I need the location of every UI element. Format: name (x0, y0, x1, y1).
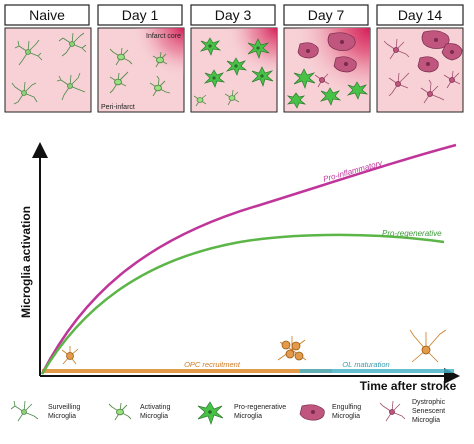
opc-recruitment-bar (42, 369, 332, 373)
pro-inflammatory-label: Pro-inflammatory (322, 158, 384, 184)
infarct-core-label: Infarct core (146, 33, 181, 40)
surveilling-microglia-icon (10, 400, 39, 422)
opc-cell-single (61, 346, 79, 365)
panel-naive (4, 27, 92, 113)
stage-tab-day3: Day 3 (190, 4, 276, 26)
pro-regenerative-microglia-cluster (199, 37, 274, 88)
engulfing-microglia-cluster (297, 32, 357, 73)
legend: Surveilling Microglia Activating Microgl… (10, 399, 446, 426)
ol-maturation-bar (300, 369, 454, 373)
panel-day3 (190, 27, 278, 113)
dystrophic-microglia-cluster (383, 38, 461, 104)
stage-tab-day14: Day 14 (376, 4, 464, 26)
stage-tab-day7: Day 7 (283, 4, 369, 26)
stage-label-naive: Naive (29, 7, 65, 23)
stage-label-day3: Day 3 (215, 7, 252, 23)
pro-regenerative-label: Pro-regenerative (382, 229, 442, 238)
activating-microglia-icon (108, 402, 132, 421)
pro-regenerative-curve (40, 233, 445, 375)
x-axis-label: Time after stroke (360, 379, 457, 393)
engulfing-microglia-day14 (417, 30, 463, 73)
stage-tab-day1: Day 1 (97, 4, 183, 26)
legend-surveilling-line1: Surveilling (48, 404, 80, 411)
legend-pro-regenerative-line2: Microglia (234, 413, 262, 420)
dystrophic-microglia-day7 (314, 73, 330, 88)
stage-tabs: Naive Day 1 Day 3 Day 7 Day 14 (4, 4, 464, 26)
peri-infarct-label: Peri-infarct (101, 104, 135, 111)
stage-label-day14: Day 14 (398, 7, 443, 23)
legend-item-pro-regenerative: Pro-regenerative Microglia (197, 401, 286, 426)
panel-day14 (376, 27, 464, 113)
opc-cell-cluster (277, 336, 307, 361)
stage-panels: Infarct core Peri-infarct (4, 27, 464, 113)
legend-activating-line2: Microglia (140, 413, 168, 420)
legend-pro-regenerative-line1: Pro-regenerative (234, 404, 286, 411)
panel-day1: Infarct core Peri-infarct (97, 27, 185, 113)
legend-dystrophic-line2: Senescent (412, 408, 445, 415)
y-axis-label: Microglia activation (19, 206, 33, 318)
legend-item-engulfing: Engulfing Microglia (299, 404, 361, 421)
panel-day7 (283, 27, 371, 113)
legend-item-dystrophic: Dystrophic Senescent Microglia (379, 399, 446, 424)
legend-item-surveilling: Surveilling Microglia (10, 400, 80, 422)
dystrophic-senescent-microglia-icon (379, 400, 406, 422)
ol-maturation-label: OL maturation (342, 360, 389, 369)
legend-activating-line1: Activating (140, 404, 170, 411)
legend-surveilling-line2: Microglia (48, 413, 76, 420)
legend-engulfing-line1: Engulfing (332, 404, 361, 411)
stage-label-day1: Day 1 (122, 7, 159, 23)
surveilling-microglia-cluster (11, 32, 87, 105)
activating-microglia-small (193, 89, 240, 107)
pro-regenerative-microglia-day7 (286, 68, 369, 109)
pro-inflammatory-curve (40, 143, 457, 375)
activating-microglia-cluster (109, 47, 171, 97)
activation-chart: Microglia activation Time after stroke O… (19, 142, 460, 393)
legend-dystrophic-line1: Dystrophic (412, 399, 446, 406)
legend-engulfing-line2: Microglia (332, 413, 360, 420)
stage-label-day7: Day 7 (308, 7, 345, 23)
legend-dystrophic-line3: Microglia (412, 417, 440, 424)
mature-oligodendrocyte (409, 329, 447, 363)
opc-recruitment-label: OPC recruitment (184, 360, 241, 369)
stage-tab-naive: Naive (4, 4, 90, 26)
legend-item-activating: Activating Microglia (108, 402, 170, 421)
